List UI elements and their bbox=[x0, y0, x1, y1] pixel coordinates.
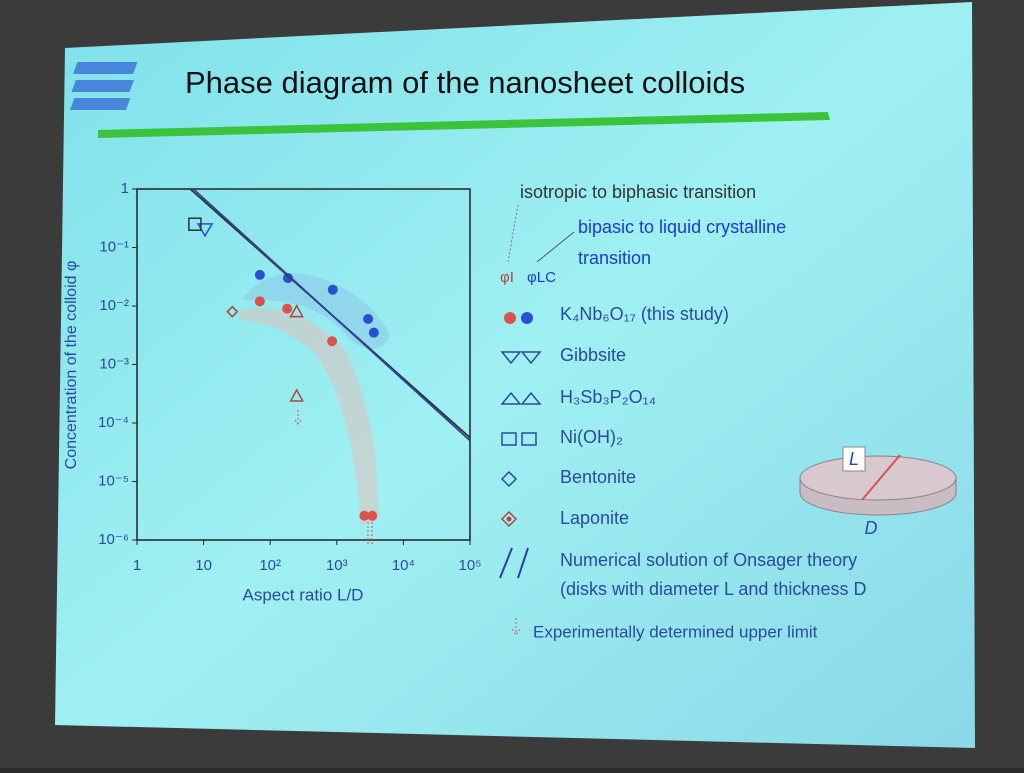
x-tick-label: 10² bbox=[259, 557, 281, 574]
point bbox=[226, 305, 239, 318]
slide bbox=[55, 2, 975, 748]
legend-label: K₄Nb₆O₁₇ (this study) bbox=[560, 304, 729, 324]
point bbox=[289, 388, 304, 402]
point bbox=[368, 327, 379, 338]
point bbox=[289, 304, 304, 318]
annotation: φI bbox=[500, 269, 514, 286]
y-tick-label: 10⁻⁵ bbox=[98, 472, 129, 489]
legend-symbol bbox=[501, 432, 537, 446]
point bbox=[327, 336, 338, 347]
legend-symbol bbox=[511, 618, 521, 636]
legend-symbol bbox=[499, 547, 529, 579]
legend-symbol bbox=[504, 312, 516, 324]
x-axis-label: Aspect ratio L/D bbox=[243, 585, 364, 604]
point bbox=[327, 284, 338, 295]
pointer bbox=[507, 204, 519, 263]
legend-label: Gibbsite bbox=[560, 345, 626, 365]
legend-symbol bbox=[500, 510, 518, 528]
theory-line bbox=[192, 188, 471, 442]
legend-label: Numerical solution of Onsager theory bbox=[560, 550, 857, 570]
plot: 1 10 10² 10³ 10⁴ 10⁵ 10⁻⁶ 10⁻⁵ 10⁻⁴ 10⁻³ 10⁻² 10⁻¹ 1 bbox=[98, 180, 482, 574]
legend-symbol bbox=[500, 391, 542, 405]
annotation: D bbox=[865, 518, 878, 538]
biphasic-region bbox=[240, 308, 379, 525]
legend-label: (disks with diameter L and thickness D bbox=[560, 579, 866, 599]
point bbox=[254, 296, 265, 307]
y-tick-label: 1 bbox=[121, 180, 129, 197]
x-tick-label: 10 bbox=[195, 557, 212, 574]
point bbox=[282, 273, 293, 284]
y-tick-label: 10⁻² bbox=[99, 297, 129, 314]
point bbox=[367, 510, 378, 521]
annotation: isotropic to biphasic transition bbox=[520, 182, 756, 202]
y-axis-label: Concentration of the colloid φ bbox=[63, 261, 80, 470]
pointer bbox=[536, 231, 575, 263]
legend-label: H₃Sb₃P₂O₁₄ bbox=[560, 387, 656, 407]
annotation: transition bbox=[578, 248, 651, 268]
y-tick-label: 10⁻⁶ bbox=[98, 531, 129, 548]
legend-label: Experimentally determined upper limit bbox=[533, 622, 818, 641]
lc-region bbox=[242, 273, 390, 349]
annotation: φLC bbox=[527, 269, 556, 286]
chart-title: Phase diagram of the nanosheet colloids bbox=[185, 65, 745, 100]
point bbox=[254, 269, 265, 280]
point bbox=[188, 217, 202, 231]
point bbox=[359, 510, 370, 521]
point bbox=[282, 303, 293, 314]
x-tick-label: 10³ bbox=[326, 557, 348, 574]
legend-label: Laponite bbox=[560, 508, 629, 528]
annotation: L bbox=[849, 449, 859, 469]
point bbox=[363, 313, 374, 324]
title-rule bbox=[98, 112, 830, 138]
legend-symbol bbox=[521, 312, 533, 324]
upper-limit-arrow bbox=[294, 410, 373, 546]
y-tick-label: 10⁻³ bbox=[99, 355, 129, 372]
y-tick-label: 10⁻¹ bbox=[99, 238, 129, 255]
x-tick-label: 10⁵ bbox=[459, 557, 482, 574]
title-icon bbox=[69, 62, 138, 110]
annotation: bipasic to liquid crystalline bbox=[578, 217, 786, 237]
x-tick-label: 1 bbox=[133, 557, 141, 574]
legend-label: Ni(OH)₂ bbox=[560, 427, 623, 447]
legend: isotropic to biphasic transition bipasic… bbox=[499, 182, 866, 641]
legend-symbol bbox=[500, 351, 542, 365]
legend-symbol bbox=[500, 470, 518, 488]
legend-label: Bentonite bbox=[560, 467, 636, 487]
x-tick-label: 10⁴ bbox=[392, 557, 415, 574]
disk-diagram: L D bbox=[799, 446, 957, 538]
legend-symbol bbox=[506, 516, 512, 522]
y-tick-label: 10⁻⁴ bbox=[98, 414, 129, 431]
